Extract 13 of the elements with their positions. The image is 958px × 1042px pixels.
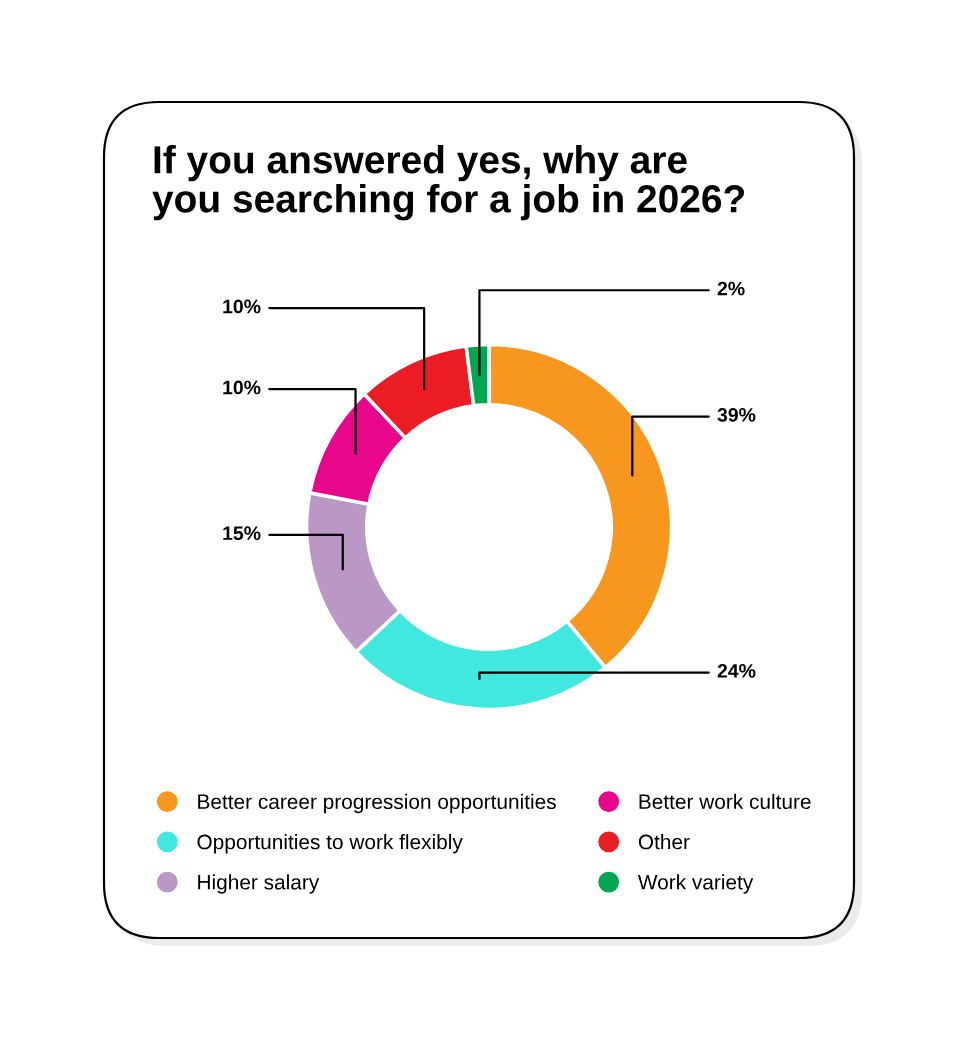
chart-title: If you answered yes, why are you searching for a job in 2026? bbox=[152, 145, 745, 221]
legend-label: Better work culture bbox=[639, 793, 811, 810]
legend-label: Better career progression opportunities bbox=[198, 793, 556, 814]
data-label: 24% bbox=[717, 663, 756, 678]
legend-label: Other bbox=[638, 834, 690, 850]
data-label: 39% bbox=[717, 407, 756, 422]
data-label: 10% bbox=[223, 380, 261, 395]
legend-label: Work variety bbox=[637, 874, 754, 894]
data-label: 10% bbox=[223, 299, 261, 314]
legend-label: Opportunities to work flexibly bbox=[197, 834, 463, 854]
data-label: 2% bbox=[717, 281, 745, 296]
data-label: 15% bbox=[223, 526, 261, 541]
legend-label: Higher salary bbox=[198, 874, 320, 894]
